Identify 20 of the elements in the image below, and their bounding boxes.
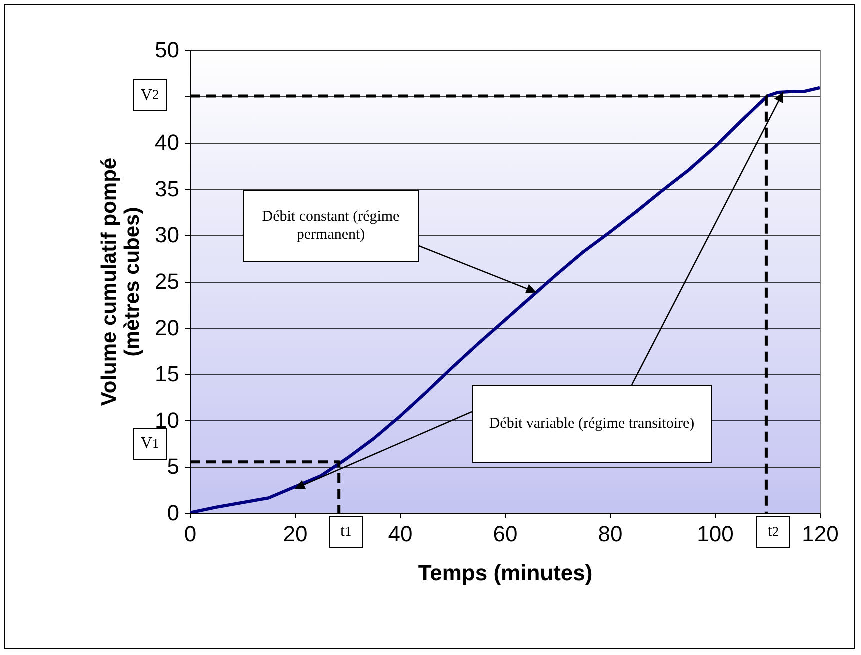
y-tick-label: 5 xyxy=(167,454,180,480)
y-tick-label: 30 xyxy=(155,222,180,248)
y-tick-label: 0 xyxy=(167,500,180,526)
callout-box: Débit variable (régime transitoire) xyxy=(472,385,712,463)
x-tick-label: 100 xyxy=(697,522,734,546)
x-tick-label: 0 xyxy=(184,522,197,546)
x-tick-label: 40 xyxy=(388,522,413,546)
y-tick-label: 40 xyxy=(155,130,180,156)
x-tick-label: 60 xyxy=(493,522,518,546)
y-tick-label: 50 xyxy=(155,38,180,62)
x-axis-title: Temps (minutes) xyxy=(418,560,593,586)
y-tick-label: 20 xyxy=(155,315,180,340)
x-tick-label: 120 xyxy=(802,522,839,546)
y-tick-label: 15 xyxy=(155,362,180,387)
y-axis-title: Volume cumulatif pompé (mètres cubes) xyxy=(98,158,144,406)
y-tick-label: 35 xyxy=(155,176,180,202)
callout-box: Débit constant (régime permanent) xyxy=(243,190,419,262)
y-tick-label: 25 xyxy=(155,269,180,294)
x-tick-label: 20 xyxy=(283,522,308,546)
x-tick-label: 80 xyxy=(598,522,623,546)
